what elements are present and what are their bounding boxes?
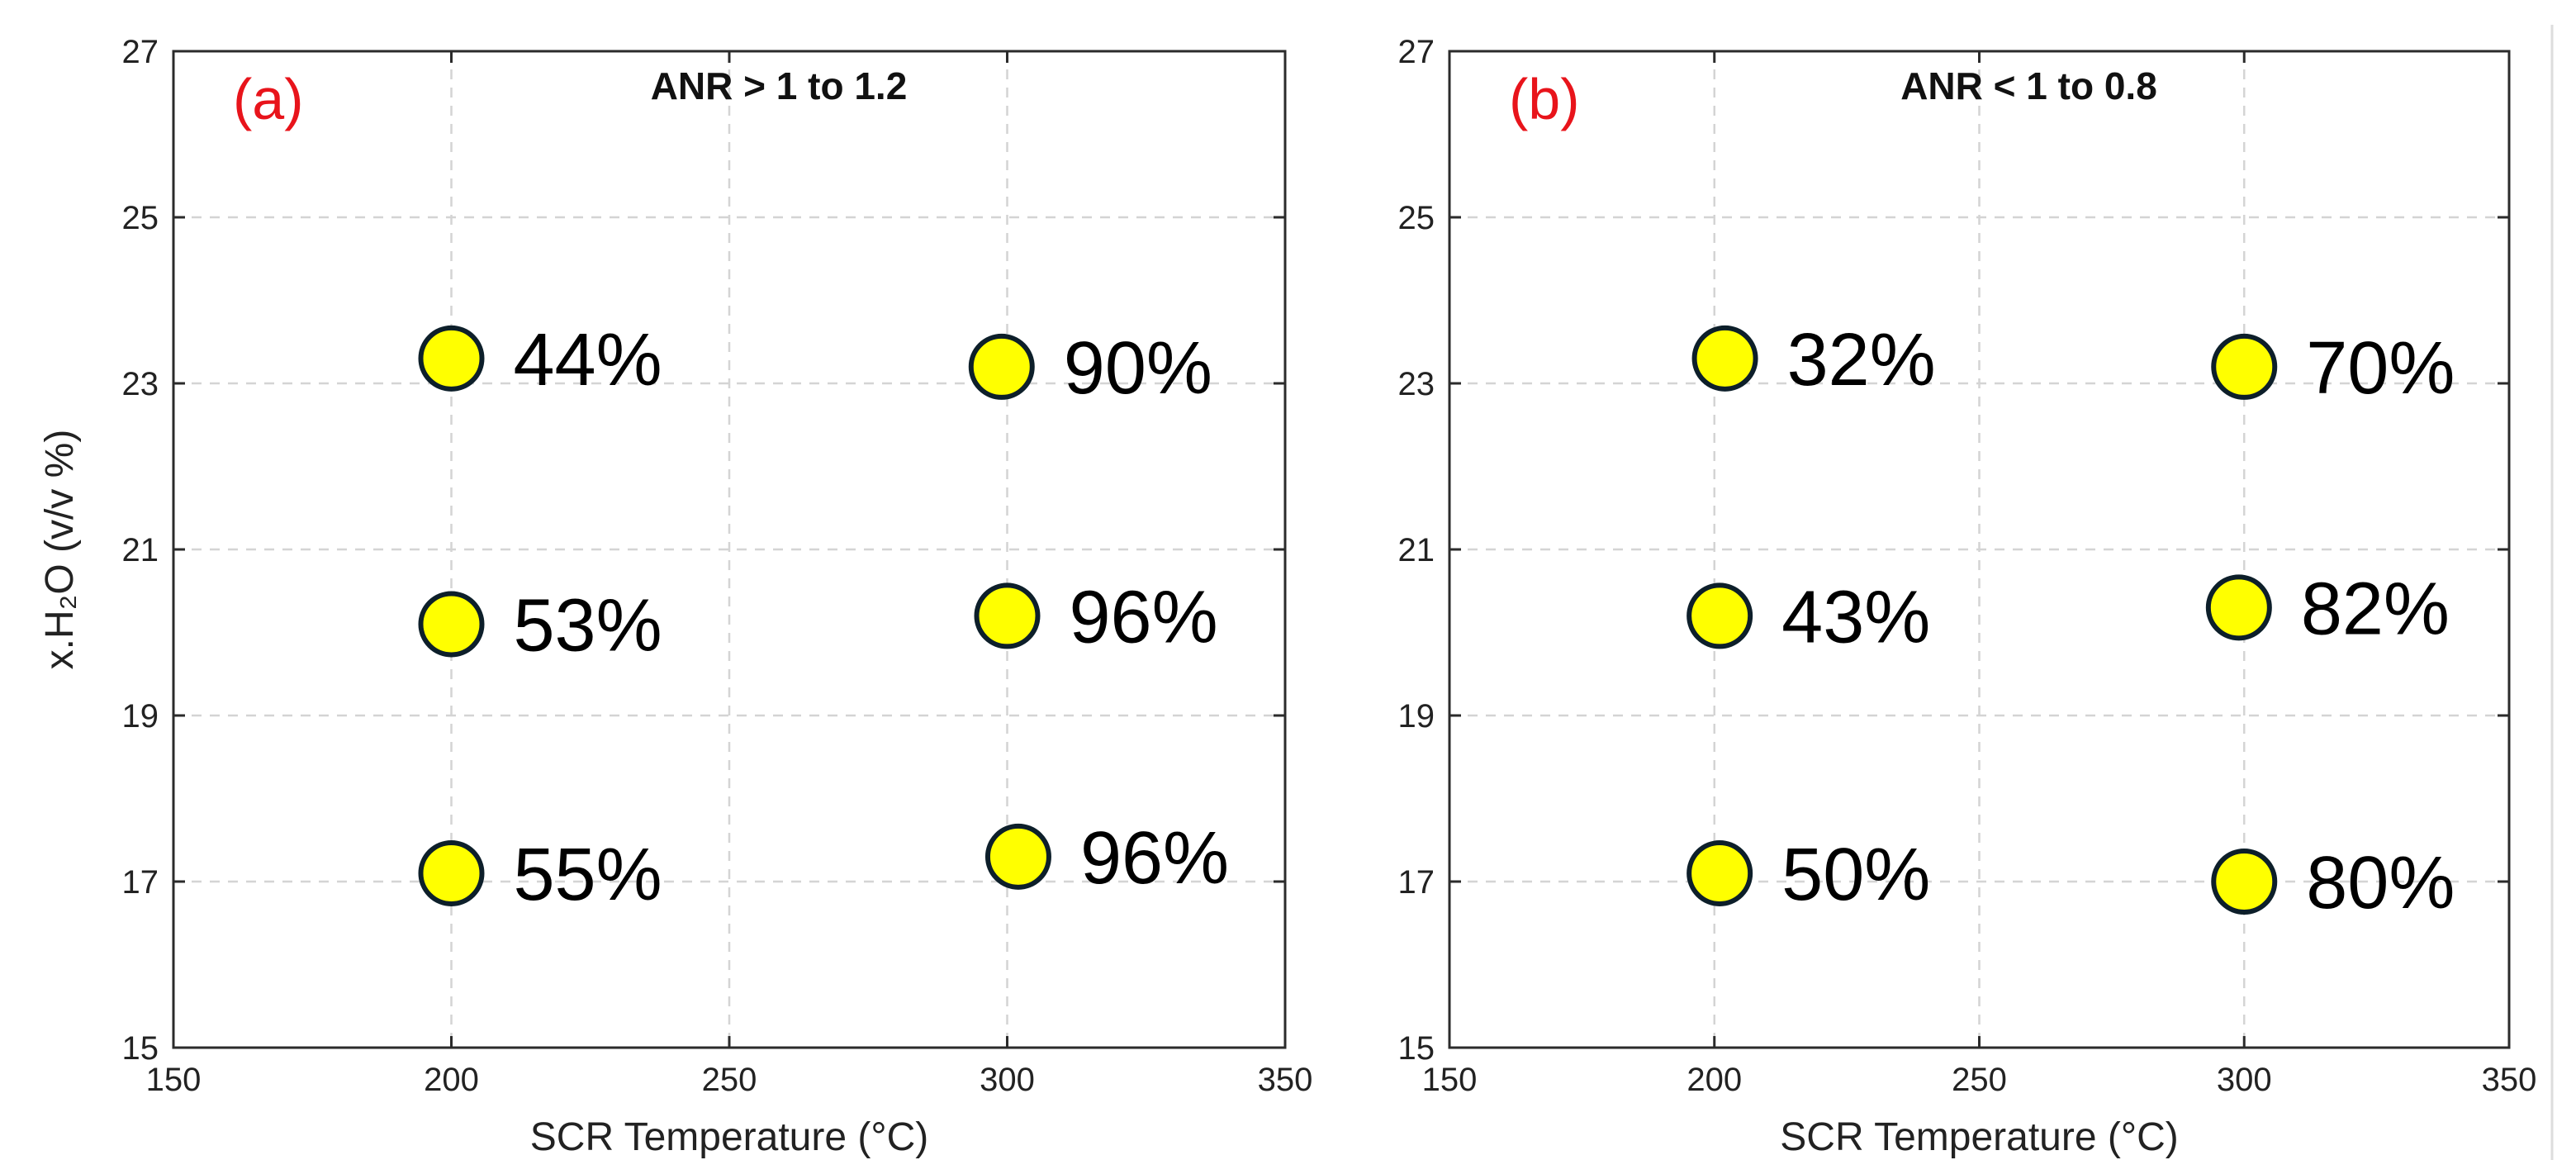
y-tick-label: 17 <box>1398 864 1435 901</box>
y-tick-label: 21 <box>1398 532 1435 568</box>
x-tick-label: 150 <box>146 1062 202 1098</box>
data-point-label: 50% <box>1781 834 1930 916</box>
y-tick-label: 23 <box>1398 366 1435 402</box>
x-tick-label: 150 <box>1422 1062 1478 1098</box>
x-tick-label: 350 <box>2482 1062 2537 1098</box>
data-point-marker <box>2211 849 2278 915</box>
panel-tag: (a) <box>233 67 304 131</box>
data-point-marker <box>1691 325 1758 392</box>
x-tick-label: 350 <box>1258 1062 1313 1098</box>
data-point-label: 53% <box>514 584 662 667</box>
data-point-label: 43% <box>1781 576 1930 658</box>
y-axis-label: x.H₂O (v/v %) <box>38 430 82 670</box>
y-tick-label: 27 <box>122 34 159 70</box>
data-point-label: 82% <box>2301 568 2450 650</box>
x-tick-label: 250 <box>702 1062 757 1098</box>
y-tick-label: 25 <box>122 200 159 236</box>
data-point-marker <box>974 582 1041 649</box>
data-point-marker <box>1686 582 1753 649</box>
data-point-label: 90% <box>1064 327 1212 410</box>
x-tick-label: 300 <box>980 1062 1035 1098</box>
data-point-marker <box>2205 574 2272 641</box>
data-point-marker <box>418 591 485 658</box>
y-tick-label: 19 <box>122 698 159 735</box>
x-axis-label: SCR Temperature (°C) <box>1780 1115 2178 1159</box>
y-tick-label: 21 <box>122 532 159 568</box>
data-point-marker <box>984 823 1051 890</box>
data-point-label: 44% <box>514 319 662 402</box>
data-point-label: 70% <box>2306 327 2455 410</box>
data-point-label: 32% <box>1787 319 1936 402</box>
data-point-marker <box>1686 839 1753 906</box>
y-tick-label: 27 <box>1398 34 1435 70</box>
panel-tag: (b) <box>1509 67 1580 131</box>
x-tick-label: 200 <box>424 1062 479 1098</box>
data-point-marker <box>2211 333 2278 400</box>
x-tick-label: 200 <box>1686 1062 1742 1098</box>
data-point-label: 80% <box>2306 842 2455 925</box>
y-tick-label: 17 <box>122 864 159 901</box>
data-point-marker <box>418 839 485 906</box>
panel-a: 150 200 250 300 350 15 17 19 21 23 25 27 SCR Tempera… <box>38 34 1312 1159</box>
panel-b: 150 200 250 300 350 15 17 19 21 23 25 27 SCR Tempera… <box>1398 34 2537 1159</box>
data-point-marker <box>418 325 485 392</box>
data-point-label: 55% <box>514 834 662 916</box>
y-tick-label: 23 <box>122 366 159 402</box>
x-tick-label: 300 <box>2217 1062 2272 1098</box>
data-point-label: 96% <box>1070 576 1218 658</box>
x-tick-label: 250 <box>1952 1062 2007 1098</box>
data-point-label: 96% <box>1080 817 1229 900</box>
panel-title: ANR > 1 to 1.2 <box>651 64 908 107</box>
data-point-marker <box>968 333 1035 400</box>
y-tick-label: 15 <box>122 1030 159 1067</box>
panel-title: ANR < 1 to 0.8 <box>1900 64 2157 107</box>
x-axis-label: SCR Temperature (°C) <box>530 1115 928 1159</box>
y-tick-label: 19 <box>1398 698 1435 735</box>
y-tick-label: 25 <box>1398 200 1435 236</box>
y-tick-label: 15 <box>1398 1030 1435 1067</box>
